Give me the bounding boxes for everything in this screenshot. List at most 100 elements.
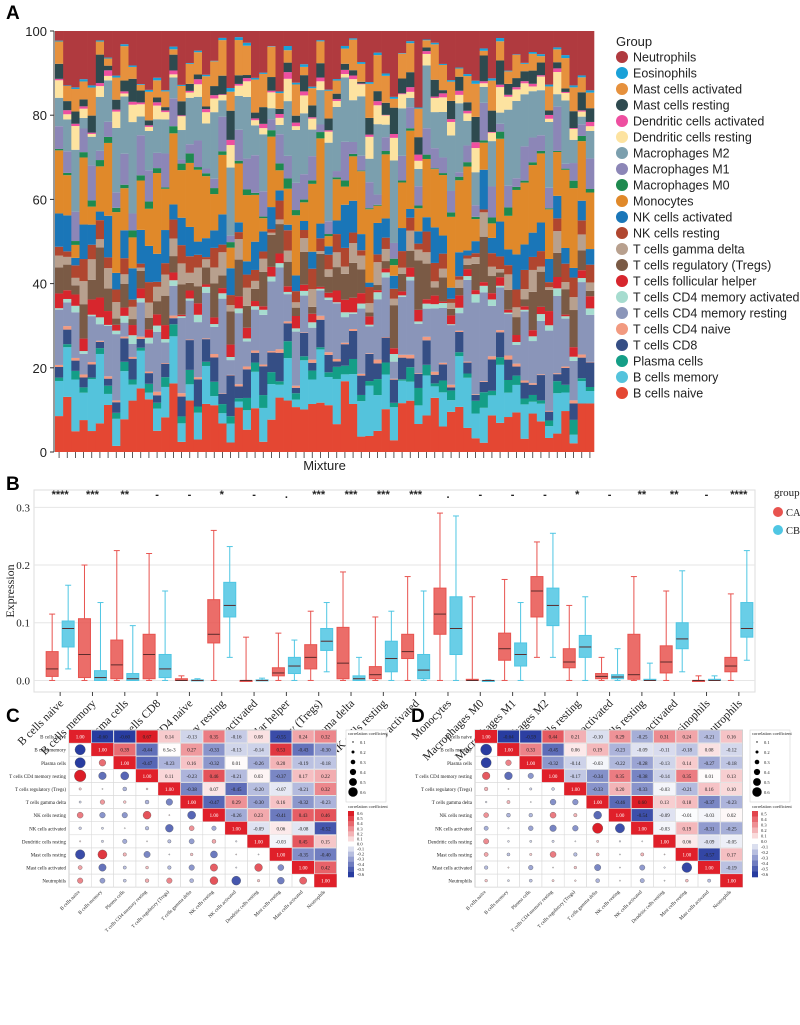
stack-segment [71,257,80,266]
color-legend-label: -0.2 [357,852,364,857]
stack-segment [136,350,146,389]
stack-segment [193,377,203,380]
stack-segment [569,347,578,357]
stack-segment [136,84,146,91]
stack-segment [202,31,211,75]
stack-segment [218,116,227,152]
stack-segment [71,89,80,112]
stack-segment [71,111,80,124]
stack-segment [373,262,382,286]
stack-segment [357,81,366,84]
correlation-value: -0.55 [276,736,287,741]
stack-segment [422,47,431,52]
stack-segment [504,355,513,360]
stack-segment [585,249,595,265]
stack-segment [561,100,570,164]
correlation-cell [676,809,698,822]
stack-segment [71,379,80,432]
stack-segment [545,311,554,326]
stack-segment [585,121,595,127]
stack-segment [496,131,505,139]
stack-segment [283,31,293,47]
correlation-cell [114,743,136,756]
stack-segment [512,344,521,364]
row-label: B cells naive [446,736,473,741]
stack-segment [234,129,244,161]
legend-label: B cells naive [633,387,703,401]
stack-segment [512,254,521,290]
stack-segment [447,315,456,325]
stack-segment [398,379,407,381]
stack-segment [455,176,464,181]
stack-segment [136,104,146,117]
correlation-cell [203,769,225,782]
correlation-cell [270,730,292,743]
stack-segment [87,132,97,134]
stack-segment [373,254,382,263]
stack-segment [120,371,129,420]
stack-segment [504,309,513,313]
stack-segment [340,312,350,318]
y-tick-label: 60 [33,192,47,207]
stack-segment [455,94,464,104]
stack-segment [210,381,219,397]
stack-segment [259,73,268,108]
correlation-value: 0.07 [210,788,219,793]
stack-segment [487,356,497,360]
stack-segment [234,95,244,130]
significance-label: - [252,489,256,501]
correlation-cell [698,809,720,822]
correlation-value: -0.19 [726,867,737,872]
column-label: T cells CD4 memory resting [105,890,149,934]
stack-segment [569,434,578,444]
stack-segment [332,424,342,452]
box [562,648,576,669]
stack-segment [463,102,472,111]
significance-label: ** [121,489,130,501]
legend-swatch [616,371,628,383]
stack-segment [381,124,391,138]
color-legend-label: 0.4 [761,817,767,822]
stack-segment [210,60,219,62]
stack-segment [275,93,284,109]
stack-segment [487,223,497,238]
size-legend-dot [755,750,759,754]
stack-segment [373,292,382,300]
stack-segment [218,75,227,95]
correlation-dot [551,787,555,791]
correlation-value: 0.67 [143,736,152,741]
size-legend-title: correlation coefficient [348,731,389,736]
correlation-value: -0.19 [298,762,309,767]
correlation-cell [698,782,720,795]
stack-segment [136,31,146,85]
correlation-cell [653,796,676,809]
correlation-value: 0.46 [210,775,219,780]
color-legend-swatch [348,816,354,822]
legend-label: CB [786,526,800,537]
stack-segment [308,379,317,404]
stack-segment [161,107,170,111]
stack-segment [153,408,162,431]
stack-segment [55,380,64,417]
stack-segment [169,126,178,134]
stack-segment [447,119,456,122]
stack-segment [545,118,554,123]
correlation-value: 0.23 [254,814,263,819]
stack-segment [120,80,129,92]
correlation-value: -0.35 [298,853,309,858]
stack-segment [438,307,448,363]
correlation-value: 0.21 [571,736,580,741]
correlation-value: -0.33 [592,788,603,793]
stack-segment [79,259,88,282]
stack-segment [381,75,391,103]
correlation-cell [270,809,292,822]
stack-segment [577,220,587,235]
stack-segment [512,366,521,376]
correlation-value: -0.05 [726,840,737,845]
correlation-cell [587,769,609,782]
stack-segment [496,285,505,288]
stack-segment [185,144,195,154]
stack-segment [504,274,513,290]
stack-segment [365,353,374,354]
stack-segment [63,151,72,173]
